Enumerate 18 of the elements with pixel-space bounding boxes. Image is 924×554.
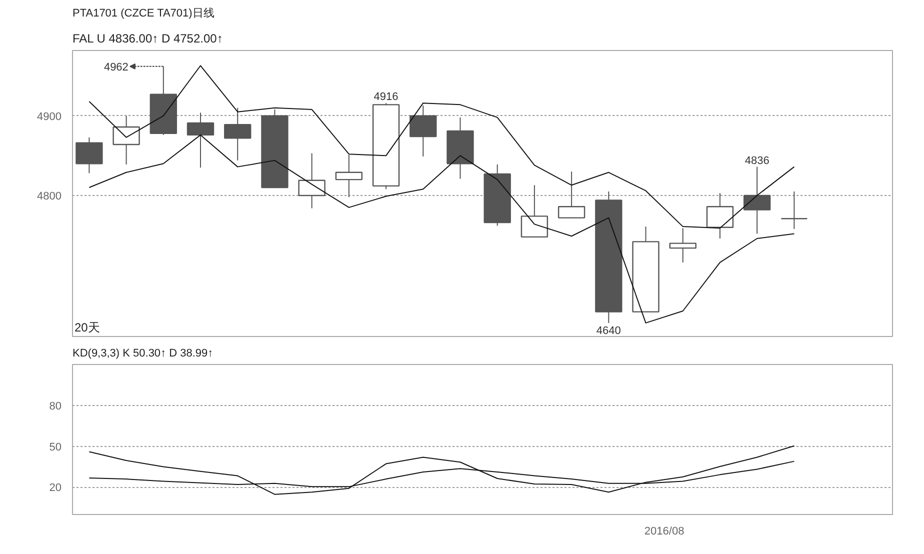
y-tick-label: 4900 — [37, 110, 62, 123]
y-tick-label: 50 — [49, 441, 62, 454]
y-tick-label: 4800 — [37, 190, 62, 202]
candlestick — [669, 228, 696, 263]
line-series — [88, 445, 795, 495]
annotation: 4640 — [596, 324, 621, 337]
chart-subtitle: FAL U 4836.00↑ D 4752.00↑ — [72, 32, 223, 46]
line-series — [88, 134, 795, 324]
annotation: 4916 — [374, 91, 398, 104]
y-tick-label: 80 — [49, 400, 62, 412]
annotation: 4836 — [744, 154, 770, 167]
text: 2016/08 — [644, 526, 684, 538]
annotation: 4962 — [104, 61, 128, 74]
y-tick-label: 20 — [49, 482, 62, 494]
candlestick — [780, 191, 808, 230]
chart-title: KD(9,3,3) K 50.30↑ D 38.99↑ — [72, 348, 214, 360]
chart-title: PTA1701 (CZCE TA701)日线 — [72, 6, 214, 20]
annotation: 20天 — [74, 320, 100, 334]
